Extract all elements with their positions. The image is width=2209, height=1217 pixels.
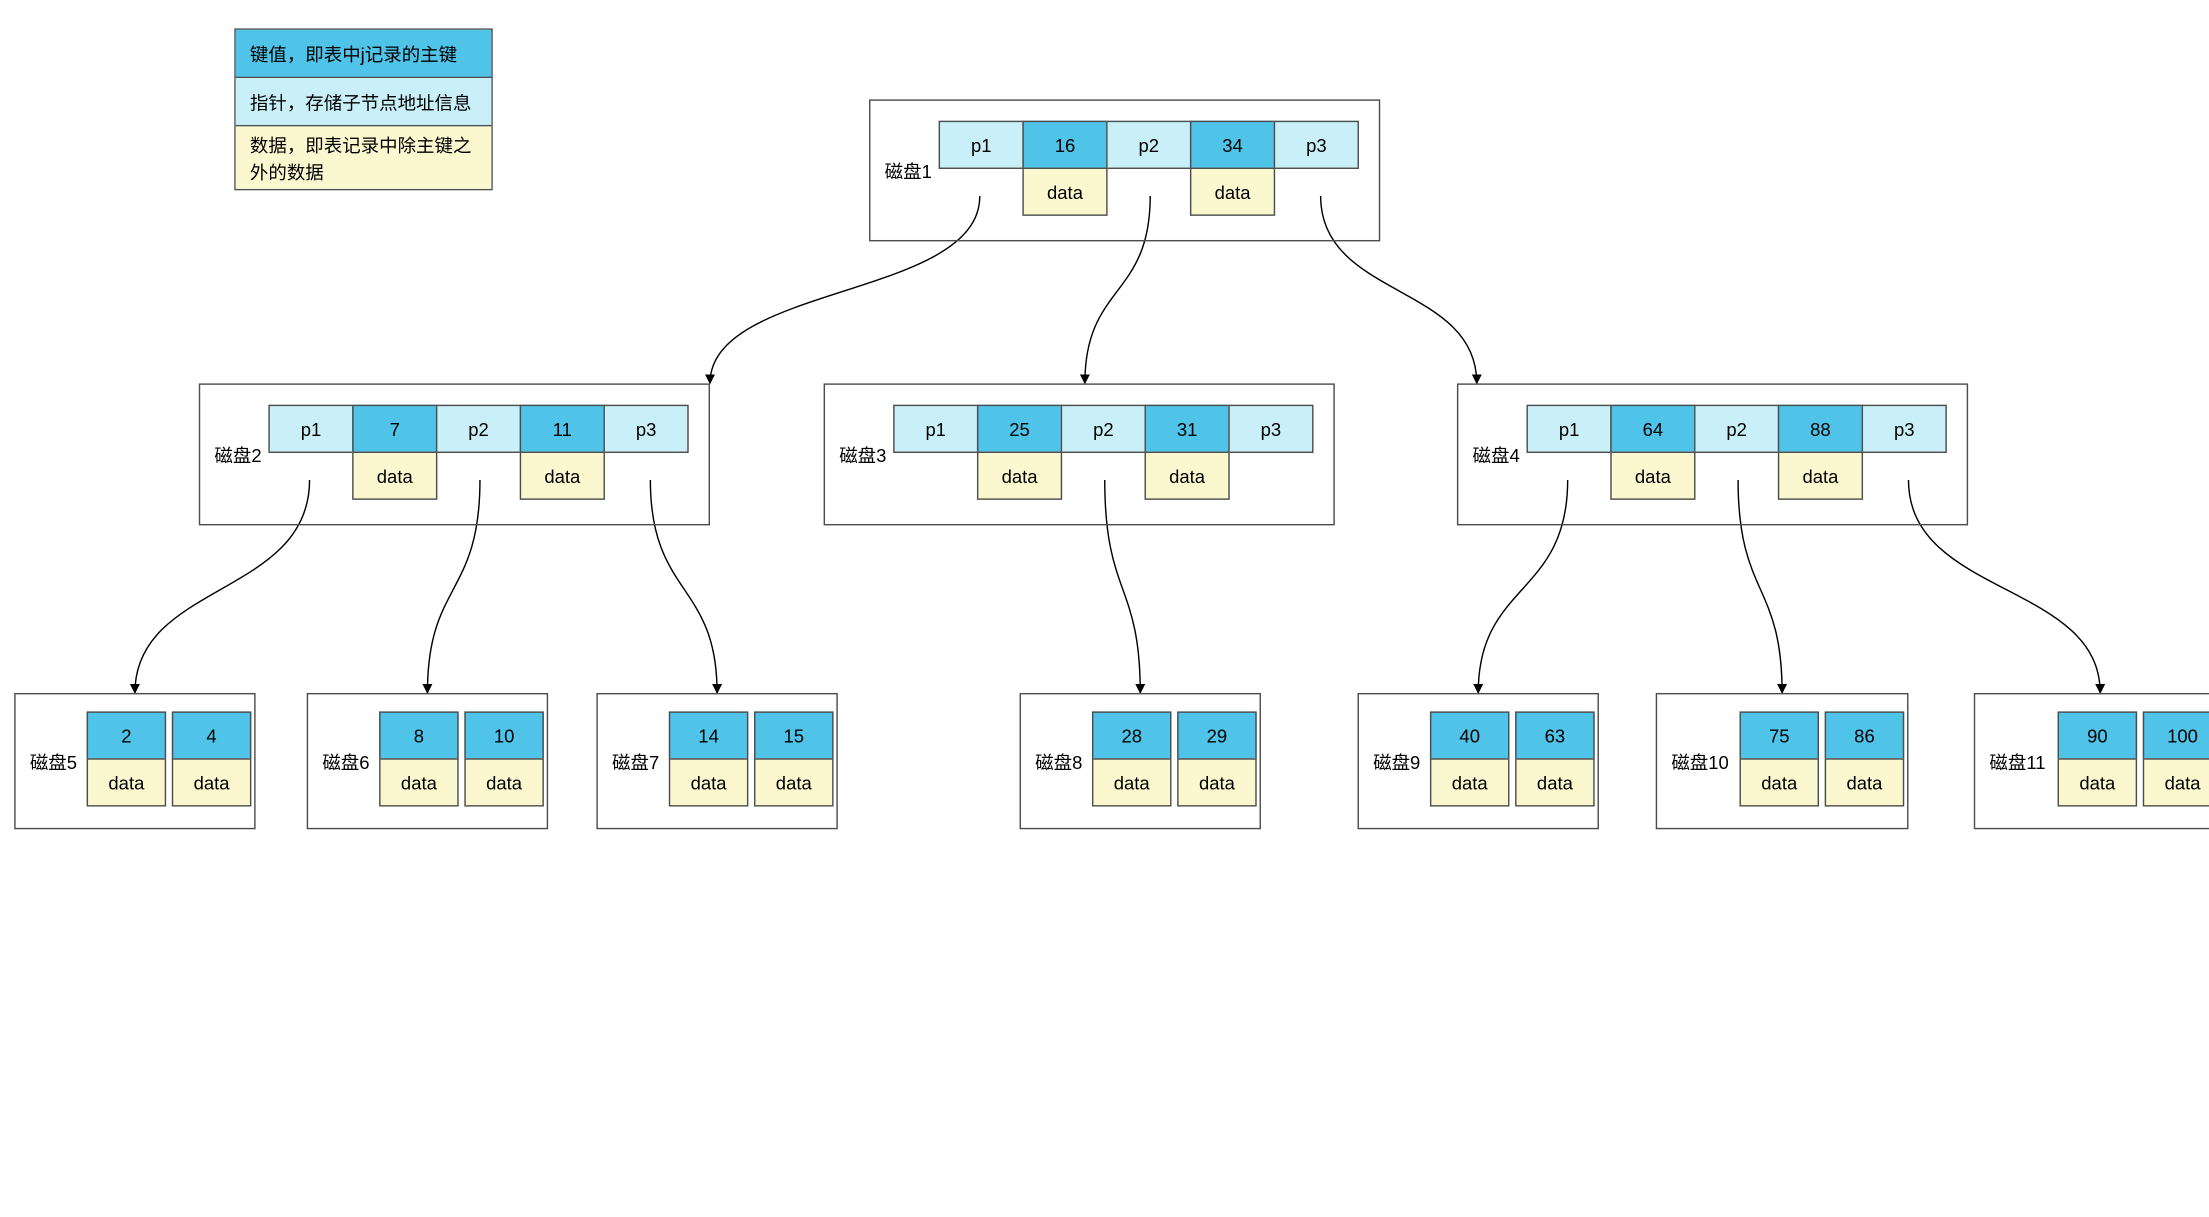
data-cell: data (1190, 168, 1275, 216)
data-cell: data (1430, 758, 1510, 806)
pointer-cell: p2 (436, 405, 521, 453)
data-cell: data (520, 452, 605, 500)
disk-label: 磁盘2 (214, 441, 261, 468)
legend-row: 数据，即表记录中除主键之外的数据 (236, 126, 492, 188)
disk-label: 磁盘10 (1671, 748, 1728, 775)
pointer-cell: p1 (1527, 405, 1612, 453)
key-cell: 4 (172, 711, 252, 759)
disk11: 磁盘11 90data100data (1974, 693, 2209, 829)
disk9: 磁盘9 40data63data (1358, 693, 1599, 829)
key-cell: 11 (520, 405, 605, 453)
key-cell: 2 (87, 711, 167, 759)
disk2: 磁盘2p17p211p3datadata (199, 383, 710, 525)
data-cell: data (172, 758, 252, 806)
data-cell: data (464, 758, 544, 806)
disk6: 磁盘6 8data10data (307, 693, 548, 829)
disk8: 磁盘8 28data29data (1020, 693, 1261, 829)
key-cell: 14 (669, 711, 749, 759)
disk-label: 磁盘8 (1035, 748, 1082, 775)
data-cell: data (2143, 758, 2209, 806)
pointer-cell: p1 (268, 405, 353, 453)
disk-label: 磁盘11 (1989, 748, 2045, 775)
key-cell: 29 (1177, 711, 1257, 759)
pointer-cell: p2 (1106, 121, 1191, 169)
data-cell: data (1610, 452, 1695, 500)
data-cell: data (1515, 758, 1595, 806)
disk-label: 磁盘6 (322, 748, 369, 775)
disk-label: 磁盘1 (885, 157, 932, 184)
key-cell: 34 (1190, 121, 1275, 169)
key-cell: 8 (379, 711, 459, 759)
data-cell: data (1177, 758, 1257, 806)
disk-label: 磁盘4 (1473, 441, 1520, 468)
data-cell: data (1022, 168, 1107, 216)
key-cell: 86 (1825, 711, 1905, 759)
key-cell: 10 (464, 711, 544, 759)
data-cell: data (379, 758, 459, 806)
key-cell: 40 (1430, 711, 1510, 759)
disk-label: 磁盘7 (612, 748, 659, 775)
pointer-cell: p2 (1694, 405, 1779, 453)
data-cell: data (977, 452, 1062, 500)
key-cell: 63 (1515, 711, 1595, 759)
data-cell: data (669, 758, 749, 806)
key-cell: 88 (1778, 405, 1863, 453)
data-cell: data (352, 452, 437, 500)
key-cell: 90 (2058, 711, 2138, 759)
key-cell: 7 (352, 405, 437, 453)
key-cell: 75 (1740, 711, 1820, 759)
data-cell: data (1778, 452, 1863, 500)
disk-label: 磁盘5 (30, 748, 77, 775)
disk3: 磁盘3p125p231p3datadata (824, 383, 1335, 525)
disk1: 磁盘1p116p234p3datadata (869, 99, 1380, 241)
legend-row: 键值，即表中j记录的主键 (236, 30, 492, 78)
disk-label: 磁盘3 (839, 441, 886, 468)
node-row: p164p288p3 (1527, 405, 1947, 453)
disk-label: 磁盘9 (1373, 748, 1420, 775)
pointer-cell: p2 (1061, 405, 1146, 453)
pointer-cell: p3 (1228, 405, 1313, 453)
data-cell: data (1092, 758, 1172, 806)
key-cell: 25 (977, 405, 1062, 453)
pointer-cell: p1 (893, 405, 978, 453)
data-cell: data (2058, 758, 2138, 806)
pointer-cell: p3 (604, 405, 689, 453)
key-cell: 31 (1145, 405, 1230, 453)
disk4: 磁盘4p164p288p3datadata (1457, 383, 1968, 525)
diagram-canvas: www.rjtj.cn软荐网 键值，即表中j记录的主键指针，存储子节点地址信息数… (0, 0, 2209, 1217)
key-cell: 28 (1092, 711, 1172, 759)
key-cell: 100 (2143, 711, 2209, 759)
legend: 键值，即表中j记录的主键指针，存储子节点地址信息数据，即表记录中除主键之外的数据 (234, 28, 492, 190)
node-row: p116p234p3 (939, 121, 1359, 169)
key-cell: 64 (1610, 405, 1695, 453)
disk10: 磁盘10 75data86data (1656, 693, 1909, 829)
pointer-cell: p1 (939, 121, 1024, 169)
data-cell: data (1145, 452, 1230, 500)
key-cell: 15 (754, 711, 834, 759)
legend-row: 指针，存储子节点地址信息 (236, 78, 492, 126)
key-cell: 16 (1022, 121, 1107, 169)
disk5: 磁盘5 2data4data (14, 693, 255, 829)
pointer-cell: p3 (1274, 121, 1359, 169)
data-cell: data (1825, 758, 1905, 806)
data-cell: data (1740, 758, 1820, 806)
pointer-cell: p3 (1862, 405, 1947, 453)
node-row: p125p231p3 (893, 405, 1313, 453)
disk7: 磁盘7 14data15data (596, 693, 837, 829)
data-cell: data (754, 758, 834, 806)
node-row: p17p211p3 (268, 405, 688, 453)
data-cell: data (87, 758, 167, 806)
